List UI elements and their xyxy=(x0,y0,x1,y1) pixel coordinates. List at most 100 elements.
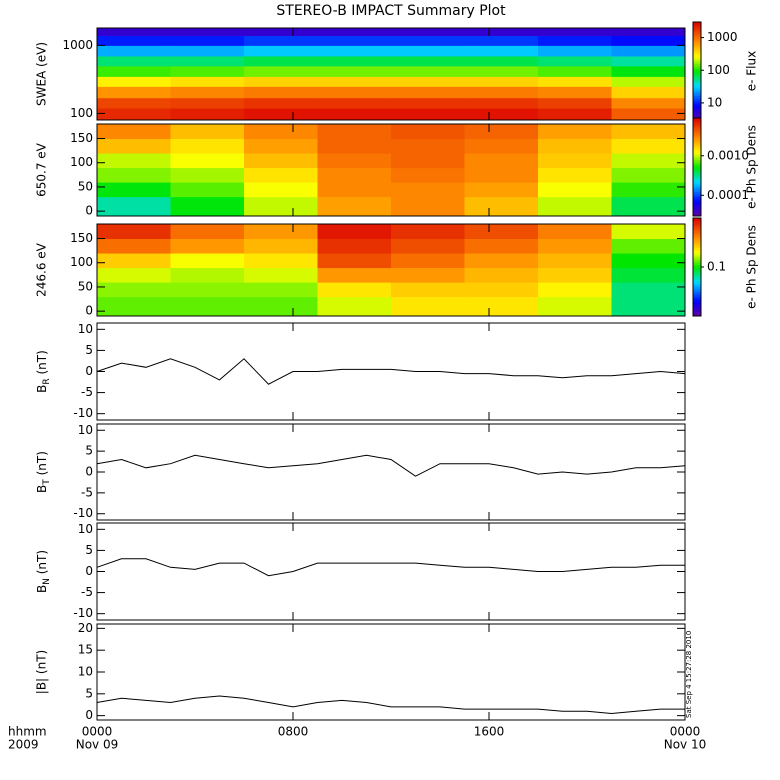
heatmap-cell xyxy=(317,28,392,36)
colorbar-band xyxy=(693,120,701,124)
colorbar-band xyxy=(693,118,701,121)
heatmap-cell xyxy=(611,35,686,46)
heatmap-cell xyxy=(538,253,612,269)
y-tick-label: 0 xyxy=(85,564,93,578)
colorbar-band xyxy=(693,235,701,239)
colorbar-band xyxy=(693,80,701,84)
colorbar-band xyxy=(693,237,701,241)
y-tick-label: 0 xyxy=(85,465,93,479)
heatmap-cell xyxy=(464,45,539,57)
y-tick-label: -5 xyxy=(81,585,93,599)
heatmap-cell xyxy=(464,167,539,183)
y-tick-label: 5 xyxy=(85,444,93,458)
heatmap-cell xyxy=(391,45,465,57)
heatmap-cell xyxy=(317,97,392,109)
colorbar-tick-label: 0.0010 xyxy=(707,148,749,162)
heatmap-cell xyxy=(464,35,539,46)
heatmap-cell xyxy=(97,253,171,269)
heatmap-cell xyxy=(244,65,318,77)
colorbar-band xyxy=(693,201,701,205)
heatmap-cell xyxy=(464,238,539,254)
colorbar-band xyxy=(693,208,701,212)
colorbar-band xyxy=(693,296,701,300)
heatmap-cell xyxy=(97,65,171,77)
y-tick-label: 50 xyxy=(78,279,93,293)
heatmap-cell xyxy=(538,124,612,140)
colorbar-band xyxy=(693,122,701,126)
heatmap-cell xyxy=(464,97,539,109)
heatmap-cell xyxy=(97,224,171,240)
y-axis-label: BT (nT) xyxy=(35,451,52,493)
colorbar-band xyxy=(693,46,701,50)
colorbar-band xyxy=(693,171,701,175)
colorbar-band xyxy=(693,164,701,168)
heatmap-cell xyxy=(391,238,465,254)
colorbar-band xyxy=(693,58,701,62)
colorbar-band xyxy=(693,127,701,131)
colorbar-band xyxy=(693,181,701,185)
chart-title: STEREO-B IMPACT Summary Plot xyxy=(276,3,506,19)
heatmap-cell xyxy=(391,108,465,121)
y-axis-label-unit: (nT) xyxy=(35,451,49,479)
colorbar-band xyxy=(693,271,701,275)
heatmap-cell xyxy=(611,97,686,109)
heatmap-cell xyxy=(170,138,245,154)
heatmap-cell xyxy=(244,267,318,283)
heatmap-cell xyxy=(244,76,318,87)
colorbar-band xyxy=(693,242,701,246)
colorbar-band xyxy=(693,179,701,183)
colorbar-band xyxy=(693,132,701,136)
colorbar-band xyxy=(693,311,701,315)
y-tick-label: 5 xyxy=(85,686,93,700)
y-tick-label: 0 xyxy=(85,304,93,318)
heatmap-cell xyxy=(170,124,245,140)
heatmap-cell xyxy=(464,65,539,77)
colorbar-band xyxy=(693,24,701,28)
heatmap-cell xyxy=(391,224,465,240)
heatmap-cell xyxy=(244,124,318,140)
colorbar-band xyxy=(693,211,701,215)
colorbar-band xyxy=(693,240,701,243)
colorbar-band xyxy=(693,298,701,302)
heatmap-cell xyxy=(464,108,539,121)
heatmap-cell xyxy=(464,76,539,87)
colorbar-band xyxy=(693,44,701,47)
colorbar-band xyxy=(693,102,701,106)
timestamp: Sat Sep 4 15:27:28 2010 xyxy=(685,631,693,718)
heatmap-cell xyxy=(170,86,245,99)
colorbar-band xyxy=(693,264,701,268)
colorbar-band xyxy=(693,259,701,263)
heatmap-cell xyxy=(317,108,392,121)
colorbar-band xyxy=(693,63,701,67)
heatmap-cell xyxy=(317,86,392,99)
y-tick-label: -5 xyxy=(81,485,93,499)
heatmap-cell xyxy=(317,138,392,154)
heatmap-cell xyxy=(391,282,465,298)
line-series xyxy=(96,695,685,715)
heatmap-cell xyxy=(97,167,171,183)
heatmap-cell xyxy=(244,138,318,154)
colorbar-band xyxy=(693,73,701,77)
y-tick-label: -5 xyxy=(81,385,93,399)
colorbar-band xyxy=(693,213,701,217)
colorbar-band xyxy=(693,88,701,92)
heatmap-cell xyxy=(391,167,465,183)
colorbar-band xyxy=(693,95,701,99)
heatmap-cell xyxy=(244,28,318,36)
heatmap-cell xyxy=(317,253,392,269)
colorbar-band xyxy=(693,303,701,307)
colorbar-band xyxy=(693,193,701,197)
y-axis-label: BN (nT) xyxy=(35,550,52,593)
heatmap-cell xyxy=(170,65,245,77)
colorbar-band xyxy=(693,230,701,234)
panel-frame xyxy=(96,223,686,317)
heatmap-cell xyxy=(317,267,392,283)
y-tick-label: 10 xyxy=(78,665,93,679)
heatmap-cell xyxy=(538,45,612,57)
heatmap-cell xyxy=(391,76,465,87)
y-tick-label: 150 xyxy=(70,131,93,145)
heatmap-cell xyxy=(170,45,245,57)
y-tick-label: 0 xyxy=(85,364,93,378)
heatmap-cell xyxy=(391,267,465,283)
heatmap-cell xyxy=(170,76,245,87)
